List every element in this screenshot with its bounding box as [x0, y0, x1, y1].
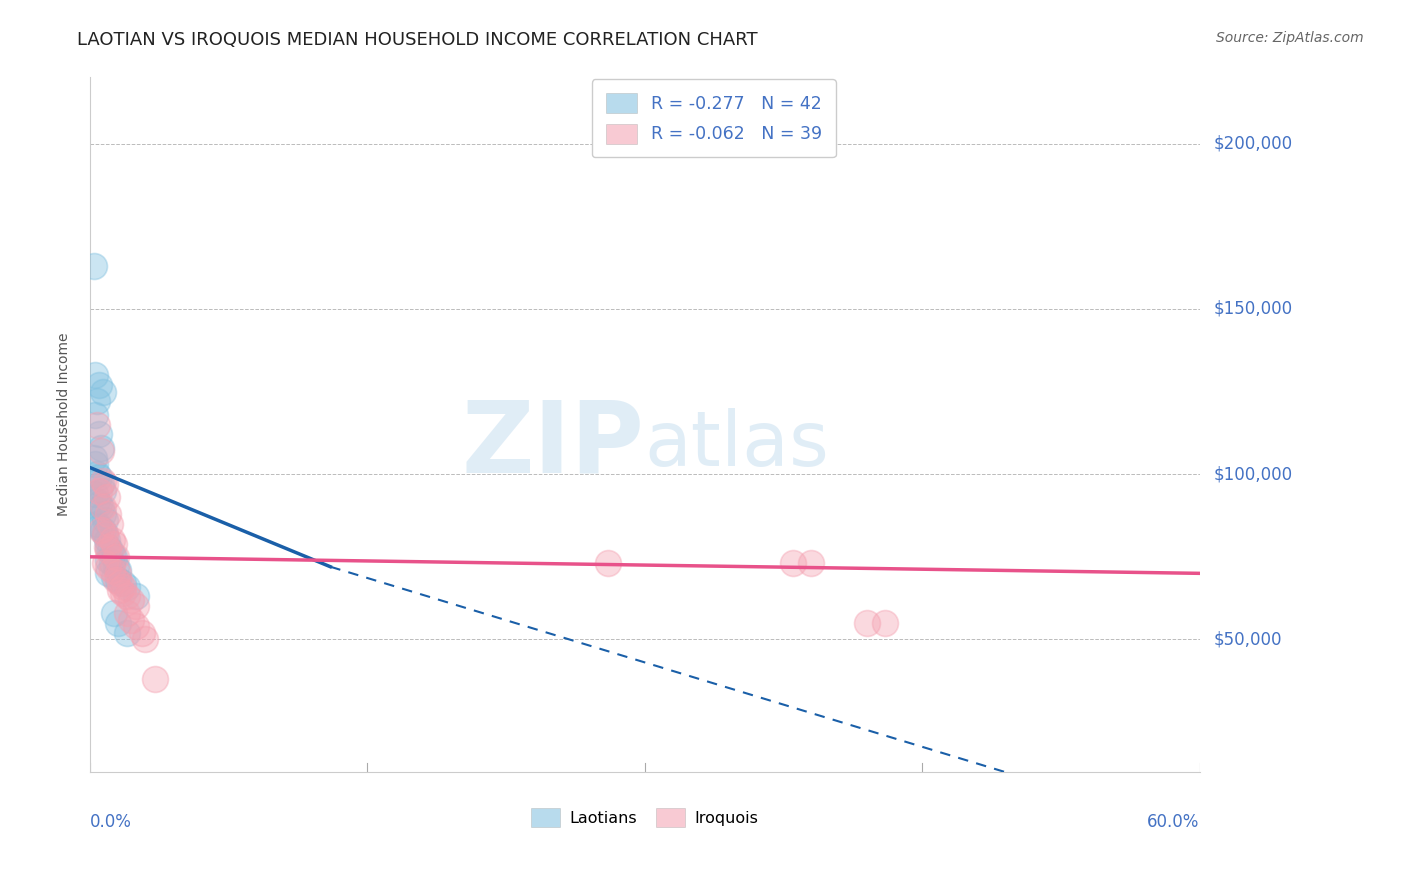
Point: [112, 580, 135, 594]
Point: [101, 547, 124, 561]
Point: [86, 493, 108, 508]
Point: [84, 368, 107, 382]
Point: [84, 487, 107, 501]
Point: [90, 524, 112, 538]
Point: [800, 557, 823, 571]
Point: [97, 566, 120, 581]
Point: [103, 536, 125, 550]
Text: atlas: atlas: [645, 409, 830, 483]
Point: [107, 573, 129, 587]
Point: [96, 533, 118, 548]
Point: [104, 549, 127, 564]
Point: [91, 474, 114, 488]
Point: [875, 615, 897, 630]
Point: [90, 500, 112, 515]
Point: [93, 526, 115, 541]
Point: [84, 457, 107, 471]
Point: [104, 559, 127, 574]
Text: ZIP: ZIP: [463, 397, 645, 494]
Point: [97, 540, 120, 554]
Point: [97, 559, 120, 574]
Legend: Laotians, Iroquois: Laotians, Iroquois: [524, 802, 765, 833]
Point: [89, 378, 111, 392]
Point: [91, 500, 114, 515]
Point: [93, 526, 115, 541]
Text: $50,000: $50,000: [1213, 631, 1282, 648]
Point: [101, 557, 124, 571]
Point: [96, 540, 118, 554]
Point: [107, 615, 129, 630]
Point: [782, 557, 804, 571]
Point: [112, 586, 135, 600]
Point: [86, 417, 108, 432]
Point: [101, 563, 124, 577]
Point: [91, 483, 114, 498]
Point: [89, 497, 111, 511]
Point: [97, 507, 120, 521]
Text: $100,000: $100,000: [1213, 465, 1292, 483]
Point: [89, 483, 111, 498]
Point: [115, 625, 138, 640]
Point: [91, 384, 114, 399]
Point: [120, 613, 142, 627]
Point: [97, 543, 120, 558]
Text: $150,000: $150,000: [1213, 300, 1292, 318]
Point: [115, 606, 138, 620]
Point: [125, 590, 148, 604]
Point: [115, 580, 138, 594]
Text: $200,000: $200,000: [1213, 135, 1292, 153]
Point: [91, 524, 114, 538]
Point: [90, 444, 112, 458]
Text: Source: ZipAtlas.com: Source: ZipAtlas.com: [1216, 31, 1364, 45]
Point: [90, 477, 112, 491]
Point: [98, 516, 121, 531]
Point: [115, 590, 138, 604]
Point: [120, 592, 142, 607]
Point: [107, 563, 129, 577]
Text: 0.0%: 0.0%: [90, 814, 132, 831]
Text: 60.0%: 60.0%: [1147, 814, 1199, 831]
Point: [103, 606, 125, 620]
Point: [596, 557, 619, 571]
Point: [89, 427, 111, 442]
Point: [83, 450, 105, 465]
Point: [108, 582, 131, 597]
Point: [107, 566, 129, 581]
Point: [101, 533, 124, 548]
Point: [103, 569, 125, 583]
Point: [104, 573, 127, 587]
Point: [108, 576, 131, 591]
Point: [93, 557, 115, 571]
Point: [97, 553, 120, 567]
Point: [112, 576, 135, 591]
Point: [86, 467, 108, 482]
Point: [131, 625, 153, 640]
Point: [89, 520, 111, 534]
Point: [96, 491, 118, 505]
Point: [143, 672, 166, 686]
Point: [86, 394, 108, 409]
Point: [91, 507, 114, 521]
Point: [86, 516, 108, 531]
Point: [93, 513, 115, 527]
Point: [134, 632, 156, 647]
Point: [89, 470, 111, 484]
Point: [93, 477, 115, 491]
Point: [83, 259, 105, 273]
Point: [125, 619, 148, 633]
Point: [855, 615, 877, 630]
Point: [98, 543, 121, 558]
Point: [90, 441, 112, 455]
Point: [103, 549, 125, 564]
Point: [125, 599, 148, 614]
Y-axis label: Median Household Income: Median Household Income: [58, 333, 72, 516]
Text: LAOTIAN VS IROQUOIS MEDIAN HOUSEHOLD INCOME CORRELATION CHART: LAOTIAN VS IROQUOIS MEDIAN HOUSEHOLD INC…: [77, 31, 758, 49]
Point: [84, 408, 107, 422]
